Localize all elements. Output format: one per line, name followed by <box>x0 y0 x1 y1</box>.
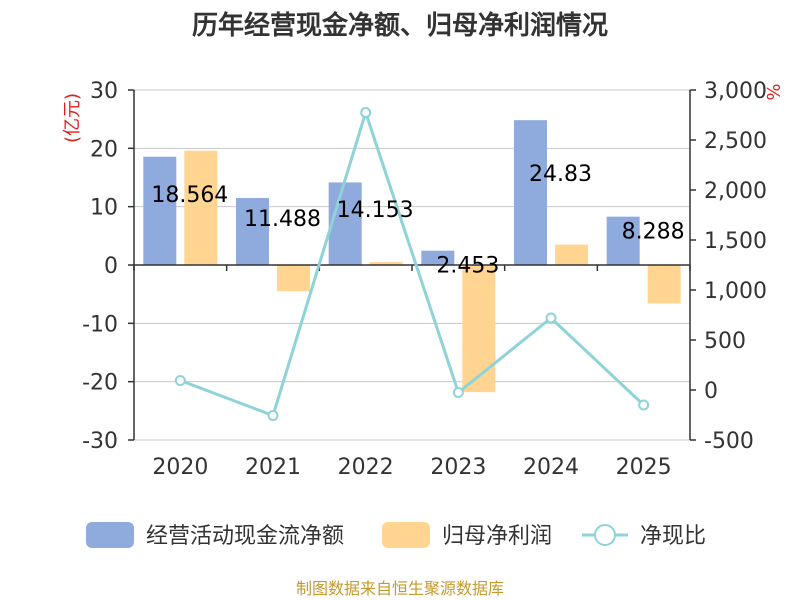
cashflow-bar <box>143 156 177 265</box>
cashflow-bar <box>514 120 547 266</box>
right-tick-label: 0 <box>704 379 718 404</box>
right-tick-label: 500 <box>704 329 746 354</box>
right-tick-label: 2,500 <box>704 129 767 154</box>
cashflow-bar <box>421 250 455 265</box>
axes: 30 20 10 0 -10 -20 -30 3,000 2,500 2,000 1,500 1,00… <box>82 79 767 480</box>
cashflow-bar <box>606 216 640 265</box>
ratio-point <box>174 375 186 386</box>
net-profit-bar <box>462 265 496 393</box>
ratio-line <box>174 107 650 421</box>
right-axis-unit: % <box>762 83 783 100</box>
left-tick-label: -20 <box>82 371 118 396</box>
category-label: 2023 <box>430 455 486 480</box>
ratio-polyline <box>179 107 645 418</box>
left-tick-label: 10 <box>90 196 118 221</box>
right-tick-label: 1,500 <box>704 229 767 254</box>
ratio-point <box>452 387 464 398</box>
category-label: 2020 <box>152 455 208 480</box>
left-tick-label: -10 <box>82 312 118 337</box>
legend-marker-ratio <box>594 524 616 546</box>
net-profit-bar <box>369 262 403 265</box>
cashflow-bar <box>236 197 269 265</box>
cashflow-bar <box>328 182 362 265</box>
chart-title: 历年经营现金净额、归母净利润情况 <box>192 10 608 41</box>
net-profit-bar <box>647 265 681 304</box>
source-note: 制图数据来自恒生聚源数据库 <box>296 579 504 598</box>
ratio-point <box>267 410 279 421</box>
cashflow-data-label: 2.453 <box>436 254 499 279</box>
left-axis-unit: (亿元) <box>62 93 83 143</box>
cashflow-data-label: 24.83 <box>529 162 592 187</box>
right-tick-label: -500 <box>704 429 754 454</box>
right-tick-label: 2,000 <box>704 179 767 204</box>
ratio-point <box>638 399 650 411</box>
category-label: 2021 <box>245 455 301 480</box>
left-tick-label: 20 <box>90 137 118 162</box>
cashflow-data-label: 14.153 <box>337 198 414 223</box>
legend-swatch-net-profit <box>382 522 430 548</box>
left-tick-label: 0 <box>104 254 118 279</box>
net-profit-bar <box>184 150 218 265</box>
legend: 经营活动现金流净额 归母净利润 净现比 <box>86 522 706 549</box>
legend-label-ratio: 净现比 <box>640 524 706 549</box>
category-label: 2022 <box>338 455 394 480</box>
right-tick-label: 3,000 <box>704 79 767 104</box>
legend-label-net-profit: 归母净利润 <box>442 524 552 549</box>
net-profit-bar <box>277 265 310 292</box>
category-label: 2025 <box>616 455 672 480</box>
left-tick-label: 30 <box>90 79 118 104</box>
data-labels: 18.564 11.488 14.153 2.453 24.83 8.288 <box>151 162 684 279</box>
legend-label-cashflow: 经营活动现金流净额 <box>146 524 344 549</box>
bars <box>143 120 681 393</box>
right-tick-label: 1,000 <box>704 279 767 304</box>
cashflow-data-label: 11.488 <box>244 207 321 232</box>
category-label: 2024 <box>523 455 579 480</box>
ratio-point <box>360 107 372 118</box>
ratio-point <box>545 312 557 324</box>
legend-swatch-cashflow <box>86 522 134 548</box>
cashflow-data-label: 8.288 <box>622 220 685 245</box>
left-tick-label: -30 <box>82 429 118 454</box>
cashflow-data-label: 18.564 <box>151 183 228 208</box>
net-profit-bar <box>555 244 588 265</box>
